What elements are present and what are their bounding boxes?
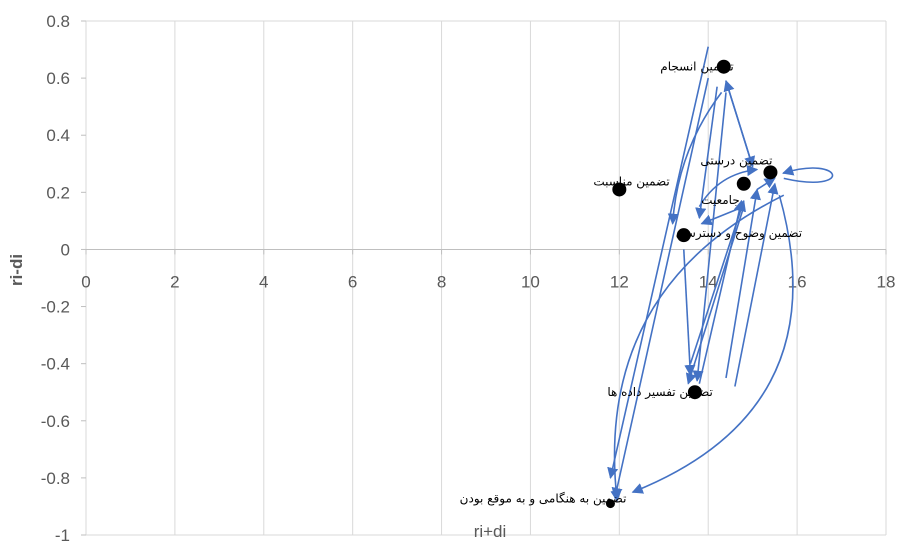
point-label-p5: تضمین وضوح و دسترسی (676, 226, 802, 241)
y-tick-label-3: 0.2 (46, 183, 70, 202)
point-label-p7: تضمین به هنگامی و به موقع بودن (460, 492, 627, 507)
data-point-p1 (716, 59, 731, 74)
x-tick-label-1: 2 (170, 272, 179, 291)
relation-arrow-16 (610, 194, 785, 502)
grid-lines (81, 20, 887, 536)
relation-arrow-6 (692, 92, 727, 382)
x-tick-label-4: 8 (437, 272, 446, 291)
y-tick-label-7: -0.6 (41, 412, 70, 431)
y-axis-title: ri-di (7, 254, 26, 286)
x-tick-label-3: 6 (348, 272, 357, 291)
y-tick-label-8: -0.8 (41, 469, 70, 488)
relation-arrow-12 (734, 182, 779, 387)
relation-arrow-14 (698, 165, 759, 208)
x-tick-label-5: 10 (521, 272, 540, 291)
relation-arrow-4 (695, 86, 718, 220)
relation-arrow-17 (631, 194, 794, 494)
point-label-p2: تضمین درستی (700, 153, 772, 168)
point-label-p1: تضمین انسجام (660, 60, 733, 75)
relation-arrow-5 (667, 91, 723, 225)
y-tick-label-9: -1 (55, 526, 70, 541)
x-tick-labels: 0 2 4 6 8 10 12 14 16 18 (81, 272, 895, 291)
data-point-p2 (763, 165, 778, 180)
data-point-p6 (687, 385, 702, 400)
point-label-p3: جامعیت (701, 193, 740, 207)
x-tick-label-9: 18 (877, 272, 896, 291)
self-loop-arrow (782, 164, 834, 183)
data-point-p5 (676, 228, 691, 243)
relation-arrow-13 (689, 199, 746, 364)
relation-arrow-15 (756, 177, 776, 191)
relation-arrow-1 (611, 77, 710, 499)
y-tick-labels: 0.8 0.6 0.4 0.2 0 -0.2 -0.4 -0.6 -0.8 -1 (41, 12, 70, 541)
x-axis-title: ri+di (474, 522, 507, 541)
x-tick-label-6: 12 (610, 272, 629, 291)
point-label-p4: تضمین مناسبت (593, 174, 669, 189)
y-tick-label-0: 0.8 (46, 12, 70, 31)
data-point-p3 (736, 176, 751, 191)
data-point-p7 (605, 499, 615, 509)
x-tick-label-2: 4 (259, 272, 268, 291)
y-tick-label-5: -0.2 (41, 298, 70, 317)
point-label-p6: تضمین تفسیر داده ها (607, 385, 713, 400)
relation-arrow-3 (723, 79, 754, 167)
x-tick-label-0: 0 (81, 272, 90, 291)
relation-arrow-8 (685, 206, 745, 385)
y-tick-label-4: 0 (61, 240, 70, 259)
relation-arrow-0 (607, 46, 710, 479)
y-tick-label-6: -0.4 (41, 355, 70, 374)
x-tick-label-8: 16 (788, 272, 807, 291)
y-tick-label-1: 0.6 (46, 69, 70, 88)
relation-arrow-9 (682, 249, 696, 377)
data-point-p4 (612, 182, 627, 197)
relation-arrow-11 (725, 188, 761, 379)
arrow-layer (607, 46, 834, 502)
x-tick-label-7: 14 (699, 272, 718, 291)
point-layer: تضمین انسجام تضمین درستی جامعیت تضمین مناسب… (460, 59, 802, 509)
y-tick-label-2: 0.4 (46, 126, 70, 145)
